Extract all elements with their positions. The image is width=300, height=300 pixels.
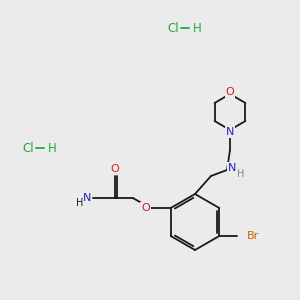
Text: N: N: [226, 127, 234, 137]
Text: H: H: [48, 142, 56, 154]
Text: O: O: [110, 164, 119, 174]
Text: H: H: [76, 198, 83, 208]
Text: Cl: Cl: [167, 22, 179, 34]
Text: O: O: [226, 87, 234, 97]
Text: N: N: [82, 193, 91, 203]
Text: H: H: [193, 22, 201, 34]
Text: N: N: [228, 163, 236, 173]
Text: H: H: [237, 169, 245, 179]
Text: O: O: [141, 203, 150, 213]
Text: Cl: Cl: [22, 142, 34, 154]
Text: Br: Br: [247, 231, 260, 241]
